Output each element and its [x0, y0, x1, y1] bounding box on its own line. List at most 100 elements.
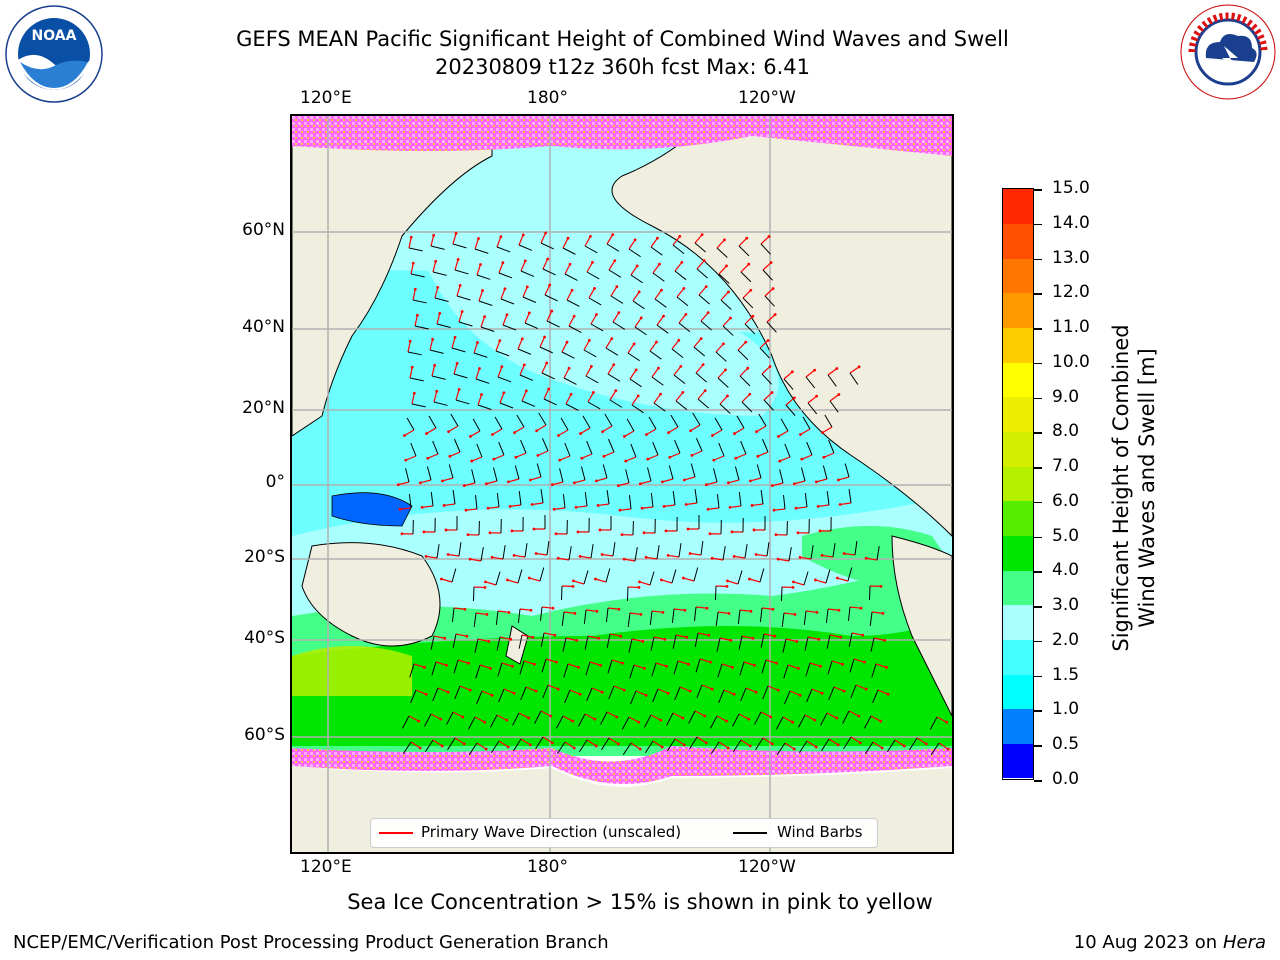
wave-direction-arrow [569, 689, 581, 695]
wave-direction-arrow [627, 343, 635, 354]
colorbar-tick-mark [1034, 780, 1042, 782]
wave-arrow-head [644, 555, 648, 559]
wind-barb [536, 463, 542, 478]
wind-barb [410, 442, 417, 457]
australia [301, 542, 441, 647]
wave-arrow-head [589, 365, 593, 368]
wave-arrow-head [821, 431, 824, 435]
wave-arrow-head [748, 479, 752, 483]
wave-direction-arrow [650, 237, 658, 248]
wave-direction-arrow [779, 456, 791, 462]
wind-barb [540, 242, 554, 250]
wind-barb [766, 542, 770, 557]
wave-direction-arrow [565, 637, 577, 641]
wind-barb [409, 663, 415, 678]
wind-barb [540, 632, 545, 647]
wave-arrow-head [599, 663, 602, 667]
wind-barb [587, 401, 601, 410]
wave-arrow-head [638, 747, 642, 751]
wave-direction-arrow [720, 291, 729, 301]
wave-direction-arrow [657, 688, 669, 694]
wave-direction-arrow [426, 427, 437, 435]
wind-barb [493, 467, 498, 482]
wave-direction-arrow [603, 451, 615, 457]
wave-direction-arrow [741, 393, 751, 403]
wave-direction-arrow [635, 690, 647, 696]
wave-direction-arrow [448, 553, 460, 557]
wind-barb [512, 712, 520, 726]
wind-barb [872, 689, 879, 704]
wave-arrow-head [587, 338, 591, 342]
wind-barb [784, 443, 791, 458]
wave-direction-arrow [756, 425, 767, 433]
wave-arrow-head [731, 665, 734, 669]
wave-direction-arrow [432, 261, 437, 273]
wave-arrow-head [512, 554, 516, 557]
wave-direction-arrow [850, 736, 861, 744]
wave-direction-arrow [642, 506, 654, 509]
wave-direction-arrow [565, 393, 572, 405]
wave-arrow-head [500, 365, 504, 369]
wind-barb [539, 346, 553, 354]
wave-arrow-head [578, 692, 582, 696]
wave-arrow-head [641, 639, 645, 643]
wind-barb [476, 443, 483, 458]
wave-arrow-head [440, 744, 444, 748]
wind-barb [475, 378, 490, 384]
wind-barb [744, 544, 748, 559]
wave-direction-arrow [735, 453, 747, 459]
colorbar-tick-label: 10.0 [1052, 351, 1090, 372]
wind-barb [564, 273, 578, 281]
wind-barb [644, 714, 652, 728]
wave-direction-arrow [712, 429, 723, 436]
wave-direction-arrow [441, 578, 453, 583]
wind-barb [693, 606, 697, 621]
wave-direction-arrow [475, 368, 481, 380]
wind-barb [714, 417, 723, 431]
wave-direction-arrow [405, 455, 417, 461]
wave-direction-arrow [796, 506, 808, 509]
wind-barb [695, 372, 707, 383]
colorbar-tick-label: 0.5 [1052, 734, 1080, 755]
wave-arrow-head [797, 666, 800, 670]
wave-arrow-head [727, 611, 731, 615]
wave-direction-arrow [587, 392, 594, 403]
wave-direction-arrow [633, 664, 645, 669]
wind-barb [477, 404, 492, 410]
wave-arrow-head [706, 311, 710, 315]
wind-barb [653, 402, 666, 412]
lon-tick-bottom-120e: 120°E [300, 857, 352, 877]
wave-arrow-head [458, 284, 462, 287]
wave-direction-arrow [619, 508, 632, 511]
wave-direction-arrow [631, 395, 639, 406]
wave-direction-arrow [870, 715, 881, 722]
wind-barb [628, 248, 641, 258]
wave-direction-arrow [767, 685, 779, 691]
wave-direction-arrow [655, 662, 667, 667]
wave-arrow-head [478, 367, 481, 370]
wind-barb [498, 441, 505, 456]
wave-arrow-head [772, 508, 776, 512]
wave-direction-arrow [567, 663, 579, 668]
wind-barb [695, 658, 701, 673]
wave-arrow-head [638, 580, 641, 584]
wave-arrow-head [660, 480, 664, 484]
wave-direction-arrow [766, 314, 776, 323]
wave-arrow-head [434, 259, 438, 263]
colorbar-segment [1003, 396, 1033, 433]
wind-barb [563, 663, 569, 678]
wave-arrow-head [554, 532, 558, 536]
wind-barb [426, 466, 432, 481]
wave-arrow-head [488, 531, 492, 535]
wave-direction-arrow [722, 317, 731, 327]
wave-arrow-head [668, 455, 672, 459]
wave-direction-arrow [591, 687, 603, 693]
wind-barb [494, 416, 503, 430]
wave-direction-arrow [477, 638, 489, 642]
southern-peak [292, 646, 412, 696]
wave-direction-arrow [737, 341, 747, 351]
wave-arrow-head [946, 747, 950, 751]
wind-barb [804, 493, 808, 508]
asia [292, 116, 493, 437]
wind-barb [717, 377, 729, 388]
